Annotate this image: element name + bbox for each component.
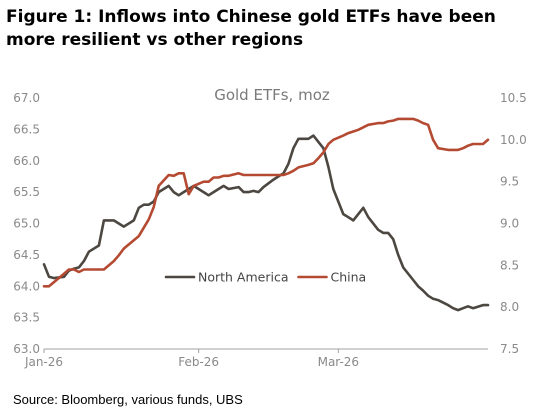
right-tick-label: 8.5 xyxy=(500,258,519,272)
x-tick-label: Feb-26 xyxy=(178,355,219,369)
left-tick-label: 64.5 xyxy=(13,248,40,262)
right-tick-label: 9.0 xyxy=(500,217,519,231)
left-tick-label: 66.5 xyxy=(13,122,40,136)
left-axis: 63.0 63.5 64.0 64.5 65.0 65.5 66.0 66.5 67.0 xyxy=(13,91,40,356)
legend-label-north-america: North America xyxy=(198,270,289,285)
right-tick-label: 7.5 xyxy=(500,342,519,356)
chart-title: Gold ETFs, moz xyxy=(214,86,330,104)
left-tick-label: 65.0 xyxy=(13,217,40,231)
source-note: Source: Bloomberg, various funds, UBS xyxy=(13,392,243,407)
x-tick-label: Jan-26 xyxy=(24,355,63,369)
left-tick-label: 64.0 xyxy=(13,279,40,293)
left-tick-label: 63.0 xyxy=(13,342,40,356)
right-axis: 7.5 8.0 8.5 9.0 9.5 10.0 10.5 xyxy=(500,91,527,356)
left-tick-label: 63.5 xyxy=(13,311,40,325)
legend: North America China xyxy=(164,270,367,285)
figure-title: Figure 1: Inflows into Chinese gold ETFs… xyxy=(6,7,496,50)
x-axis: Jan-26 Feb-26 Mar-26 xyxy=(24,349,359,369)
series-line-china xyxy=(42,117,490,288)
left-tick-label: 65.5 xyxy=(13,185,40,199)
left-tick-label: 66.0 xyxy=(13,154,40,168)
right-tick-label: 9.5 xyxy=(500,175,519,189)
left-tick-label: 67.0 xyxy=(13,91,40,105)
series-line-north-america xyxy=(42,134,490,312)
x-tick-label: Mar-26 xyxy=(318,355,359,369)
legend-label-china: China xyxy=(331,270,367,285)
right-tick-label: 10.0 xyxy=(500,133,527,147)
series-lines xyxy=(42,117,490,312)
right-tick-label: 10.5 xyxy=(500,91,527,105)
right-tick-label: 8.0 xyxy=(500,300,519,314)
